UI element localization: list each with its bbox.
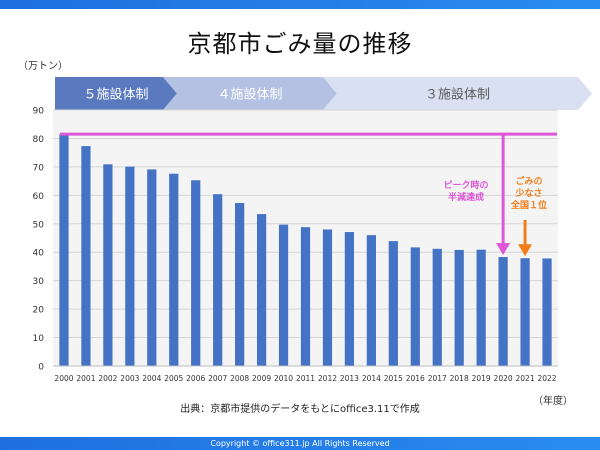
x-tick-label: 2014 <box>362 374 381 383</box>
bar <box>256 214 267 366</box>
bar <box>59 134 69 366</box>
y-tick-label: 30 <box>33 277 45 287</box>
x-tick-label: 2001 <box>76 374 95 383</box>
least-waste-line-1: ごみの <box>515 177 543 187</box>
phase-chevron <box>163 77 337 110</box>
x-tick-label: 2004 <box>142 374 161 383</box>
x-tick-label: 2011 <box>296 374 315 383</box>
phase-chevron <box>323 77 592 110</box>
x-tick-label: 2016 <box>406 374 425 383</box>
peak-half-line-1: ピーク時の <box>443 181 489 191</box>
y-tick-label: 90 <box>33 107 45 117</box>
x-tick-label: 2018 <box>450 374 469 383</box>
bar <box>147 169 157 366</box>
x-tick-label: 2022 <box>537 374 556 383</box>
bar <box>300 227 311 366</box>
y-tick-label: 50 <box>33 220 45 230</box>
bar <box>213 194 223 366</box>
x-tick-label: 2013 <box>340 374 359 383</box>
y-tick-label: 10 <box>33 334 45 344</box>
source-note: 出典：京都市提供のデータをもとにoffice3.11で作成 <box>180 404 420 415</box>
peak-half-annotation: ピーク時の 半減達成 <box>434 180 498 204</box>
y-tick-label: 60 <box>33 192 45 202</box>
bar <box>344 232 355 366</box>
bar <box>191 180 201 366</box>
bar <box>169 173 179 366</box>
bar <box>388 241 398 366</box>
x-tick-label: 2017 <box>428 374 447 383</box>
chart-title: 京都市ごみ量の推移 <box>187 30 413 58</box>
x-tick-label: 2008 <box>230 374 249 383</box>
peak-half-arrow-head <box>496 243 511 256</box>
y-tick-label: 80 <box>33 135 45 145</box>
bar <box>498 257 508 366</box>
bar <box>476 249 486 366</box>
bar <box>410 247 420 366</box>
y-axis-unit: （万トン） <box>18 61 68 72</box>
bar <box>278 224 289 366</box>
bar <box>366 235 376 366</box>
y-tick-label: 70 <box>33 163 45 173</box>
annotation-arrows <box>496 134 533 257</box>
x-tick-label: 2006 <box>186 374 205 383</box>
x-tick-label: 2007 <box>208 374 227 383</box>
least-waste-arrow-head <box>518 244 533 257</box>
copyright: Copyright © office311.jp All Rights Rese… <box>210 439 390 448</box>
least-waste-line-2: 少なさ <box>515 189 543 199</box>
least-waste-line-3: 全国１位 <box>510 201 547 211</box>
x-axis-unit: （年度） <box>533 396 573 407</box>
x-tick-label: 2015 <box>384 374 403 383</box>
bar <box>454 249 464 366</box>
bar <box>542 258 552 366</box>
x-tick-label: 2020 <box>494 374 513 383</box>
x-tick-label: 2010 <box>274 374 293 383</box>
peak-half-line-2: 半減達成 <box>447 193 484 203</box>
x-tick-label: 2021 <box>516 374 535 383</box>
x-tick-label: 2009 <box>252 374 271 383</box>
x-tick-label: 2003 <box>120 374 139 383</box>
phase-chevron <box>55 77 177 110</box>
x-tick-label: 2000 <box>54 374 73 383</box>
x-axis: 2000 2001 2002 2003 2004 2005 2006 2007 2008 2009… <box>53 365 558 383</box>
bar <box>322 229 333 366</box>
least-waste-annotation: ごみの 少なさ 全国１位 <box>504 176 554 212</box>
phase-banner: ５施設体制 ４施設体制 ３施設体制 <box>55 77 592 110</box>
phase-label: ３施設体制 <box>425 87 490 103</box>
phase-label: ５施設体制 <box>83 87 148 103</box>
y-tick-label: 20 <box>33 306 45 316</box>
bar <box>432 248 442 366</box>
bars <box>59 134 552 366</box>
x-tick-label: 2002 <box>98 374 117 383</box>
bar <box>235 203 245 366</box>
bar <box>81 146 91 366</box>
x-tick-label: 2019 <box>472 374 491 383</box>
y-tick-label: 40 <box>33 249 45 259</box>
y-axis: 0 10 20 30 40 50 60 70 80 90 <box>33 107 45 373</box>
x-tick-label: 2005 <box>164 374 183 383</box>
bar <box>125 166 135 366</box>
top-accent-bar <box>0 0 600 9</box>
bar <box>520 258 530 366</box>
y-tick-label: 0 <box>38 363 44 373</box>
x-tick-label: 2012 <box>318 374 337 383</box>
phase-label: ４施設体制 <box>217 87 282 103</box>
bar <box>103 164 113 366</box>
bottom-accent-bar <box>0 437 600 450</box>
